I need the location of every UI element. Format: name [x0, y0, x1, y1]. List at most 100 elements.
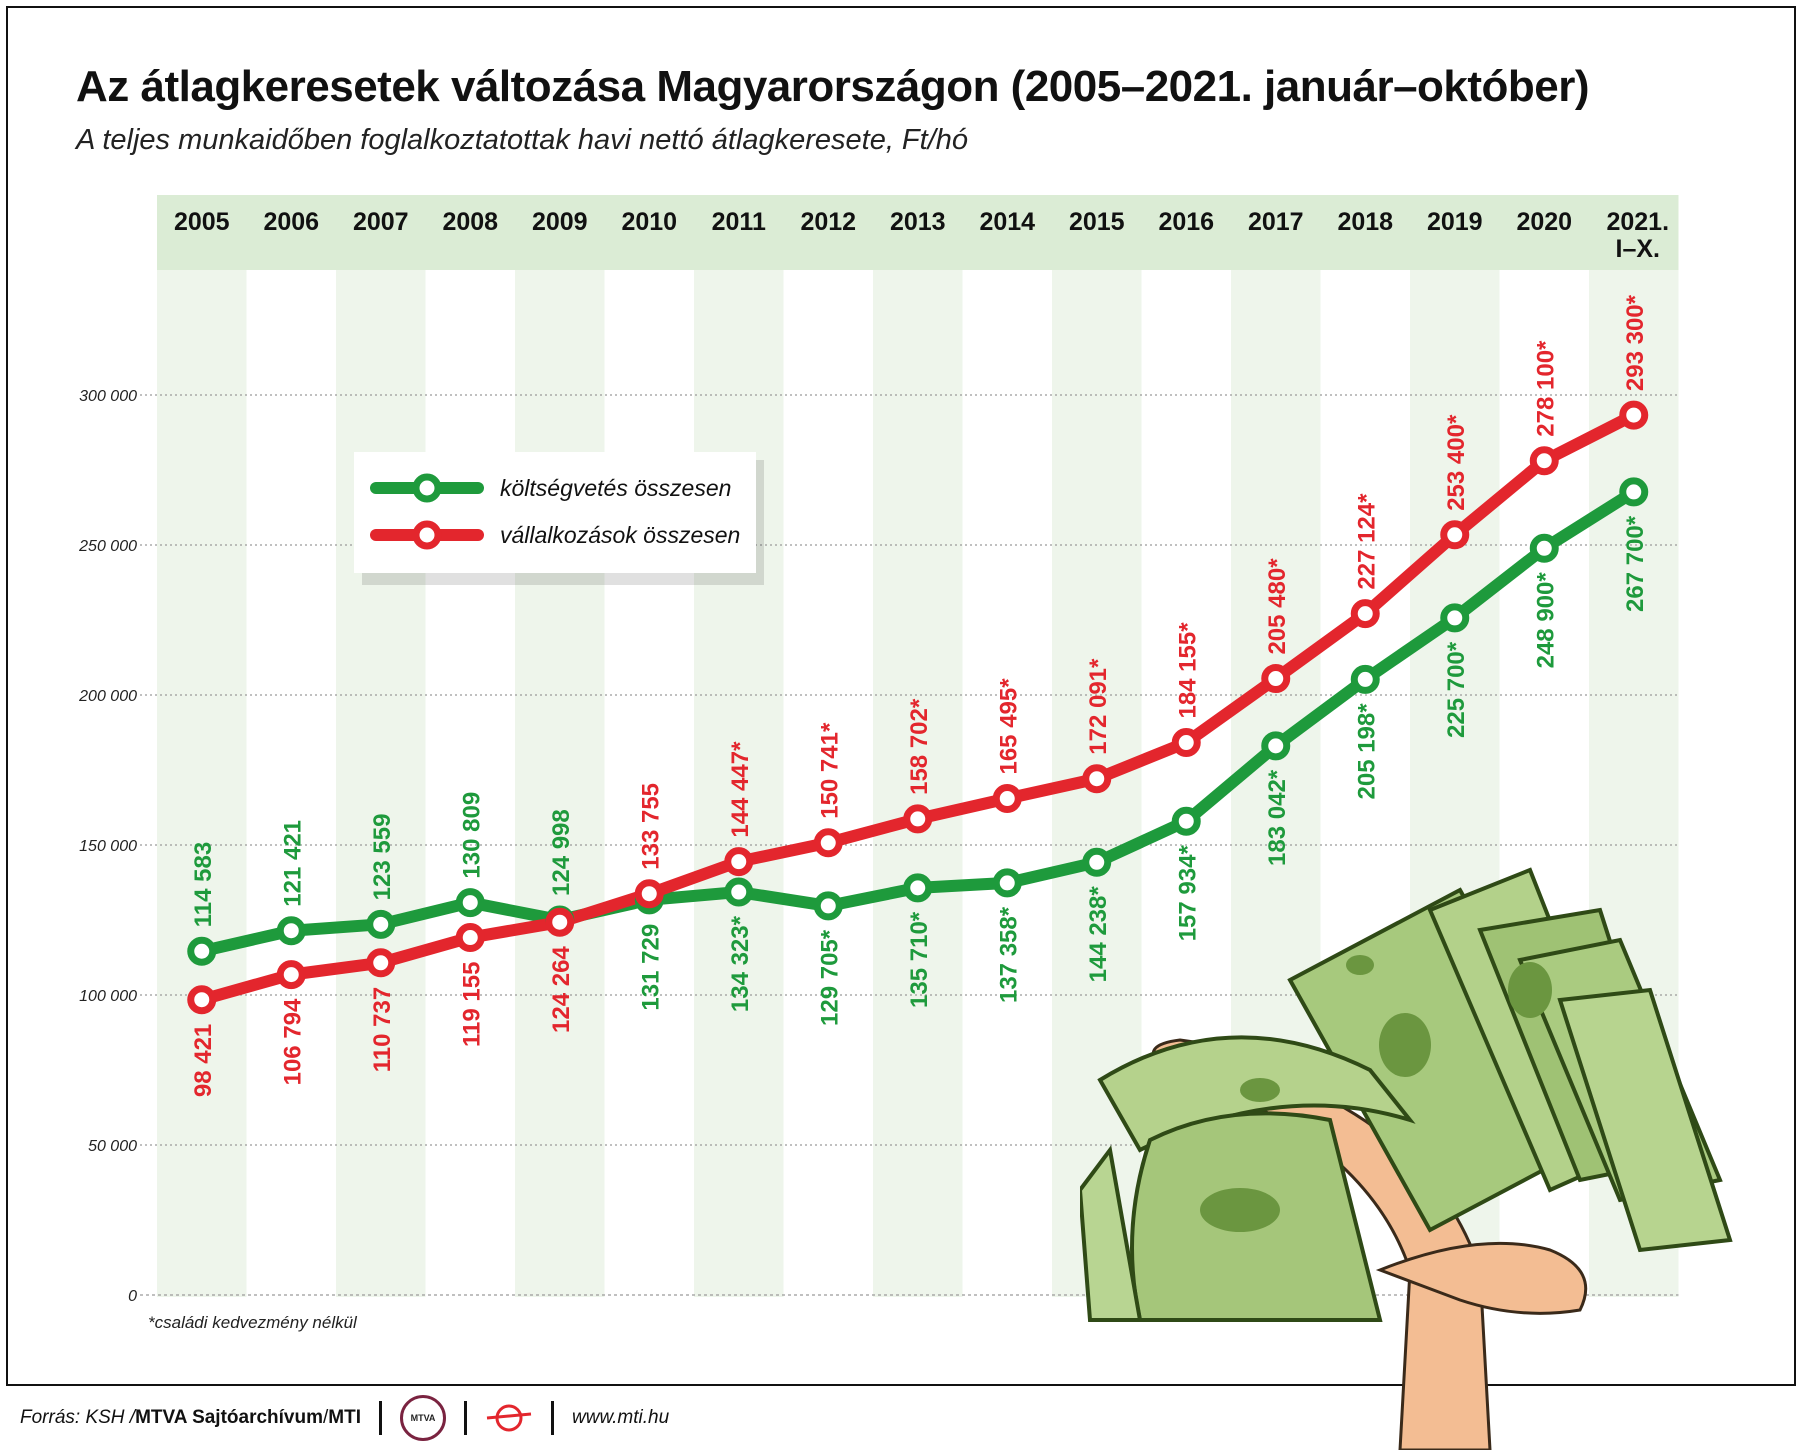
series-lines [187, 400, 1649, 1015]
y-axis-ticks: 0 50 000 100 000 150 000 200 000 250 000 300 0… [78, 388, 137, 1305]
data-label: 98 421 [190, 1024, 217, 1097]
data-point [1082, 764, 1112, 794]
legend-marker [412, 473, 442, 503]
x-tick-label: 2018 [1337, 208, 1393, 236]
legend-entry: vállalkozások összesen [500, 522, 740, 548]
data-label: 248 900* [1532, 572, 1559, 669]
legend-marker [412, 520, 442, 550]
data-label: 135 710* [906, 911, 933, 1008]
legend: költségvetés összesen vállalkozások össze… [354, 452, 764, 585]
data-label: 227 124* [1353, 493, 1380, 590]
data-point [813, 891, 843, 921]
data-point [276, 960, 306, 990]
data-label: 253 400* [1443, 414, 1470, 511]
data-point [1619, 400, 1649, 430]
data-label: 165 495* [995, 678, 1022, 775]
column-band [336, 270, 426, 1297]
chart-title: Az átlagkeresetek változása Magyarország… [76, 62, 1590, 111]
data-point [1440, 603, 1470, 633]
y-tick-label: 50 000 [88, 1138, 137, 1155]
source-mti: MTI [328, 1407, 361, 1428]
data-label: 225 700* [1443, 641, 1470, 738]
y-tick-label: 100 000 [79, 988, 137, 1005]
data-label: 172 091* [1085, 658, 1112, 755]
data-point [1261, 731, 1291, 761]
data-point [813, 828, 843, 858]
x-tick-label: 2009 [532, 208, 588, 236]
data-label: 129 705* [816, 929, 843, 1026]
data-point [187, 985, 217, 1015]
data-label: 131 729 [637, 924, 664, 1011]
y-tick-label: 150 000 [79, 838, 137, 855]
data-point [1171, 728, 1201, 758]
x-tick-label: 2006 [263, 208, 319, 236]
data-label: 124 998 [548, 809, 575, 896]
x-tick-label: 2011 [712, 208, 766, 236]
data-point [903, 804, 933, 834]
data-point [455, 888, 485, 918]
data-point [1529, 533, 1559, 563]
x-tick-label: 2005 [174, 208, 230, 236]
column-band [694, 270, 784, 1297]
money-hand-illustration [1080, 867, 1733, 1450]
y-tick-label: 250 000 [78, 538, 137, 555]
data-label: 110 737 [369, 987, 396, 1072]
x-tick-label: 2021. I–X. [1606, 208, 1669, 263]
x-tick-label: 2015 [1069, 208, 1125, 236]
footer: Forrás: KSH / MTVA Sajtóarchívum / MTI M… [20, 1395, 670, 1441]
x-tick-label: 2017 [1248, 208, 1304, 236]
x-tick-label: 2020 [1516, 208, 1572, 236]
y-tick-label: 300 000 [79, 388, 137, 405]
data-point [1440, 520, 1470, 550]
x-tick-label: 2019 [1427, 208, 1483, 236]
data-label: 106 794 [279, 998, 306, 1085]
data-label: 119 155 [458, 962, 485, 1047]
data-labels: 114 583 121 421 123 559 130 809 124 998 131 7… [190, 294, 1649, 1097]
x-tick-label: 2010 [621, 208, 677, 236]
data-point [276, 916, 306, 946]
data-point [187, 936, 217, 966]
data-point [545, 907, 575, 937]
data-point [1261, 664, 1291, 694]
data-label: 205 198* [1353, 703, 1380, 800]
data-label: 205 480* [1264, 558, 1291, 655]
data-label: 278 100* [1532, 340, 1559, 437]
data-label: 137 358* [995, 906, 1022, 1003]
data-point [366, 909, 396, 939]
data-point [1350, 664, 1380, 694]
data-label: 133 755 [637, 783, 664, 870]
footer-separator [551, 1401, 554, 1435]
data-point [1529, 446, 1559, 476]
data-label: 183 042* [1264, 769, 1291, 866]
year-header: 2005 2006 2007 2008 2009 2010 2011 2012 2013 2014… [174, 208, 1669, 263]
data-label: 158 702* [906, 698, 933, 795]
data-point [992, 784, 1022, 814]
data-point [724, 877, 754, 907]
footer-separator [464, 1401, 467, 1435]
data-point [1619, 477, 1649, 507]
data-label: 124 264 [548, 946, 575, 1033]
data-label: 123 559 [369, 814, 396, 901]
data-label: 293 300* [1622, 294, 1649, 391]
mti-url-link[interactable]: www.mti.hu [572, 1407, 670, 1428]
mtva-logo-icon: MTVA [400, 1395, 446, 1441]
x-tick-label: 2007 [353, 208, 409, 236]
data-point [455, 923, 485, 953]
x-tick-label: 2016 [1158, 208, 1214, 236]
data-label: 144 238* [1085, 886, 1112, 983]
x-tick-label: 2014 [979, 208, 1035, 236]
footnote: *családi kedvezmény nélkül [148, 1313, 357, 1332]
data-label: 114 583 [190, 842, 217, 927]
data-label: 184 155* [1174, 622, 1201, 719]
data-label: 130 809 [458, 792, 485, 879]
data-label: 150 741* [816, 722, 843, 819]
line-chart: 0 50 000 100 000 150 000 200 000 250 000 300 0… [78, 195, 1679, 1305]
data-point [1171, 806, 1201, 836]
column-band [157, 270, 247, 1297]
data-point [724, 847, 754, 877]
chart-subtitle: A teljes munkaidőben foglalkoztatottak h… [76, 124, 969, 156]
x-tick-label: 2008 [442, 208, 498, 236]
y-tick-label: 200 000 [78, 688, 137, 705]
infographic-frame [6, 6, 1796, 1386]
footer-separator [379, 1401, 382, 1435]
